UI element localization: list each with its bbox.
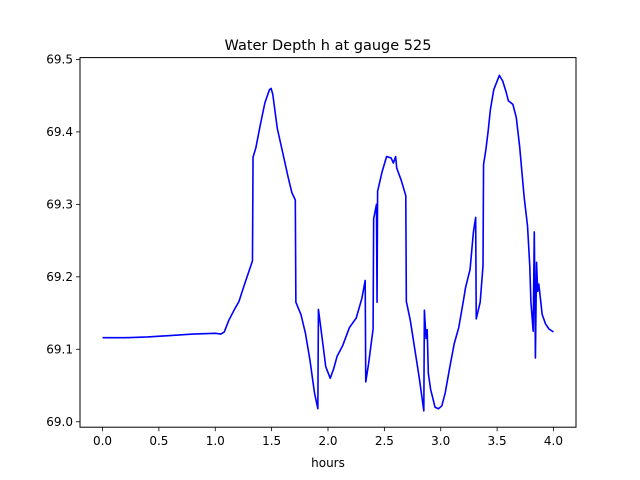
x-tick-label: 2.0 bbox=[318, 434, 337, 448]
depth-series-line bbox=[102, 74, 554, 412]
x-tick-label: 0.0 bbox=[93, 434, 112, 448]
x-tick-label: 3.0 bbox=[431, 434, 450, 448]
y-tick-label: 69.4 bbox=[46, 125, 73, 139]
y-tick-label: 69.5 bbox=[46, 52, 73, 66]
x-tick-label: 4.0 bbox=[544, 434, 563, 448]
x-tick-label: 1.0 bbox=[206, 434, 225, 448]
y-tick-label: 69.3 bbox=[46, 197, 73, 211]
x-axis: 0.0 0.5 1.0 1.5 2.0 2.5 3.0 3.5 4.0 bbox=[93, 427, 563, 448]
y-tick-label: 69.2 bbox=[46, 270, 73, 284]
y-tick-label: 69.1 bbox=[46, 342, 73, 356]
y-axis: 69.0 69.1 69.2 69.3 69.4 69.5 bbox=[46, 52, 80, 429]
plot-frame bbox=[79, 57, 577, 428]
x-tick-label: 2.5 bbox=[375, 434, 394, 448]
x-axis-label: hours bbox=[311, 456, 345, 470]
y-tick-label: 69.0 bbox=[46, 415, 73, 429]
x-tick-label: 1.5 bbox=[262, 434, 281, 448]
chart-title: Water Depth h at gauge 525 bbox=[225, 38, 432, 54]
x-tick-label: 3.5 bbox=[488, 434, 507, 448]
x-tick-label: 0.5 bbox=[149, 434, 168, 448]
